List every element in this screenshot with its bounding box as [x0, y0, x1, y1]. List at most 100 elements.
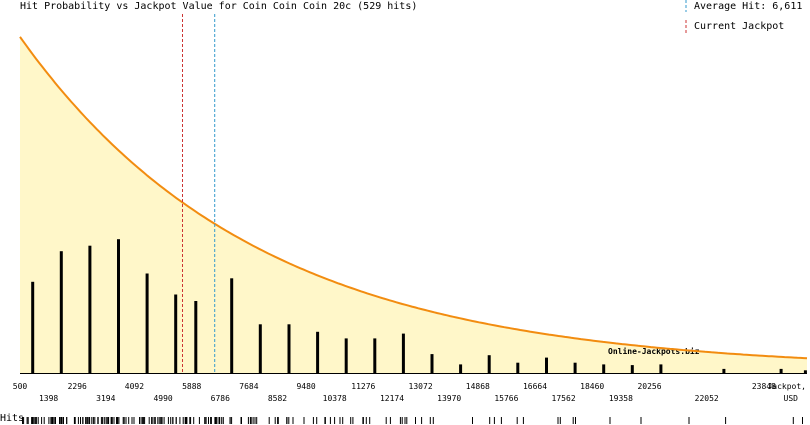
- bar-16: [487, 355, 491, 373]
- hit-tick: [429, 417, 431, 424]
- hit-tick: [27, 417, 29, 424]
- hit-tick: [252, 417, 254, 424]
- bar-5: [174, 294, 178, 373]
- hits-label: Hits: [0, 413, 25, 424]
- hit-tick: [175, 417, 177, 424]
- hit-tick: [369, 417, 371, 424]
- hit-tick: [210, 417, 212, 424]
- hit-tick: [350, 417, 352, 424]
- hit-tick: [688, 417, 690, 424]
- hit-tick: [205, 417, 207, 424]
- hit-tick: [802, 417, 803, 424]
- chart-title: Hit Probability vs Jackpot Value for Coi…: [20, 1, 418, 12]
- tick-label-top-8: 14868: [466, 382, 490, 391]
- hit-tick: [575, 417, 576, 424]
- hit-tick: [111, 417, 112, 424]
- bar-18: [545, 357, 548, 373]
- bar-15: [459, 364, 463, 373]
- hit-tick: [472, 417, 473, 424]
- hit-tick: [572, 417, 574, 424]
- hit-tick: [23, 417, 25, 424]
- hit-tick: [131, 417, 133, 424]
- hit-tick: [170, 417, 172, 424]
- hit-tick: [89, 417, 91, 424]
- hit-tick: [215, 417, 217, 424]
- hit-tick: [31, 417, 33, 424]
- watermark-text: Online-Jackpots.biz: [608, 346, 700, 356]
- bar-13: [401, 333, 405, 373]
- hit-tick: [432, 417, 434, 424]
- tick-label-bottom-0: 1398: [39, 394, 58, 403]
- hit-tick: [249, 417, 251, 424]
- hit-tick: [55, 417, 56, 424]
- bar-2: [88, 245, 92, 373]
- hit-bars: [31, 239, 807, 373]
- hit-tick: [725, 417, 727, 424]
- hit-tick: [189, 417, 191, 424]
- hit-tick: [122, 417, 124, 424]
- hit-tick: [221, 417, 223, 424]
- hit-tick: [160, 417, 162, 424]
- hit-tick: [389, 417, 391, 424]
- hit-tick: [123, 417, 125, 424]
- bar-9: [287, 324, 291, 373]
- hit-tick: [116, 417, 118, 424]
- hit-tick: [77, 417, 79, 424]
- tick-label-top-10: 18460: [580, 382, 604, 391]
- tick-label-bottom-8: 15766: [494, 394, 518, 403]
- hit-tick: [210, 417, 212, 424]
- bar-25: [803, 370, 807, 373]
- hit-tick: [32, 417, 33, 424]
- hit-tick: [559, 417, 561, 424]
- tick-label-bottom-5: 10378: [323, 394, 347, 403]
- hit-tick: [522, 417, 524, 424]
- hit-tick: [254, 417, 256, 424]
- hit-tick: [557, 417, 559, 424]
- hit-tick: [41, 417, 43, 424]
- hit-tick: [179, 417, 181, 424]
- hit-tick: [218, 417, 220, 424]
- bar-6: [194, 301, 198, 373]
- hit-tick: [172, 417, 174, 424]
- tick-label-top-9: 16664: [523, 382, 547, 391]
- bar-10: [316, 331, 320, 373]
- hit-tick: [142, 417, 144, 424]
- bar-1: [59, 251, 63, 373]
- hit-tick: [190, 417, 192, 424]
- hit-tick: [74, 417, 76, 424]
- hit-tick: [159, 417, 161, 424]
- legend-current-jackpot: Current Jackpot: [694, 21, 785, 32]
- hit-tick: [329, 417, 331, 424]
- hit-tick: [35, 417, 37, 424]
- tick-label-bottom-9: 17562: [552, 394, 576, 403]
- hit-tick: [256, 417, 258, 424]
- hit-tick: [22, 417, 24, 424]
- bar-0: [31, 281, 35, 373]
- hit-tick: [500, 417, 502, 424]
- hit-tick: [66, 417, 68, 424]
- hit-tick: [62, 417, 64, 424]
- hit-tick: [60, 417, 62, 424]
- hit-tick: [339, 417, 341, 424]
- hit-tick: [151, 417, 153, 424]
- hit-tick: [161, 417, 163, 424]
- hit-tick: [48, 417, 50, 424]
- hit-tick: [184, 417, 186, 424]
- hit-tick: [421, 417, 423, 424]
- bar-23: [722, 368, 726, 373]
- hit-tick: [493, 417, 495, 424]
- hit-tick: [26, 417, 28, 424]
- hit-tick: [204, 417, 206, 424]
- hit-tick: [312, 417, 314, 424]
- hits-rug: [22, 417, 803, 424]
- bar-3: [117, 239, 120, 373]
- hit-tick: [88, 417, 90, 424]
- probability-area: [20, 36, 807, 374]
- hit-tick: [352, 417, 354, 424]
- hit-tick: [43, 417, 45, 424]
- hit-tick: [51, 417, 53, 424]
- bar-17: [516, 362, 520, 373]
- hit-tick: [286, 417, 288, 424]
- hit-tick: [334, 417, 336, 424]
